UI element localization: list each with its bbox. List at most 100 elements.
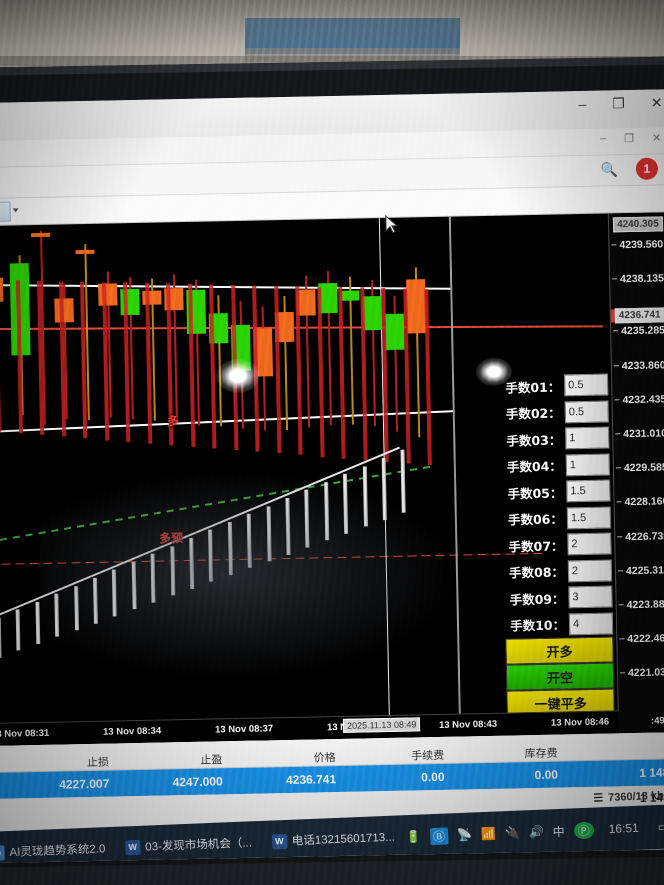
window-titlebar: – ❐ ✕ [0, 89, 664, 234]
candlestick-body [75, 249, 95, 255]
signal-icon: ☰ [593, 792, 604, 805]
lot-size-list[interactable]: 手数01： 0.5 手数02： 0.5 手数03： 1 手数04： 1 手数05： 1.5 手数06… [480, 372, 614, 640]
table-column-header[interactable]: 获利 [563, 742, 664, 761]
time-axis-label: 13 Nov 08:37 [214, 723, 274, 736]
volume-bar [73, 585, 79, 631]
table-column-header[interactable]: 止盈 [200, 753, 223, 767]
battery-icon[interactable]: 🔋 [405, 829, 422, 845]
lot-size-row[interactable]: 手数07： 2 [483, 530, 612, 559]
candlestick-body [31, 232, 51, 238]
price-axis[interactable]: 4240.305 4239.560 4238.135 4235.285 4233.860… [607, 212, 664, 734]
trade-action-button[interactable]: 开空 [505, 662, 615, 691]
lot-size-label: 手数05： [507, 485, 563, 502]
chart-area[interactable]: 多 多预 手数01： 0.5 手数02： 0.5 手数03： 1 手数04： 1 手数05： 1.… [0, 212, 664, 746]
inner-minimize-button[interactable]: – [599, 132, 607, 145]
volume-bar [0, 617, 2, 658]
bluetooth-icon[interactable]: Ⓑ [429, 826, 449, 845]
taskbar-item[interactable]: W 03-发现市场机会（... [115, 827, 263, 863]
trade-panel[interactable]: 手数01： 0.5 手数02： 0.5 手数03： 1 手数04： 1 手数05： 1.5 手数06… [480, 372, 616, 746]
indicator-bar [424, 289, 432, 466]
volume-bar [169, 545, 175, 596]
word-icon: W [124, 839, 141, 855]
maximize-button[interactable]: ❐ [612, 95, 626, 112]
price-axis-tick [613, 364, 619, 366]
show-desktop-icon[interactable]: ▭ [657, 819, 664, 835]
crosshair-time-tooltip: 2025.11.13 08:49 [342, 717, 421, 733]
volume-bar [92, 577, 98, 624]
lot-size-row[interactable]: 手数08： 2 [484, 557, 613, 586]
lot-size-input[interactable]: 3 [568, 585, 613, 609]
taskbar-clock[interactable]: 16:51 [608, 820, 639, 836]
taskbar-item[interactable]: W 电话13215601713... [261, 821, 405, 859]
power-icon[interactable]: 🔌 [504, 825, 521, 841]
lot-size-row[interactable]: 手数01： 0.5 [480, 372, 609, 401]
chart-tool-icon[interactable] [0, 201, 11, 222]
table-column-header[interactable]: 止损 [86, 755, 109, 770]
volume-icon[interactable]: 🔊 [528, 824, 545, 840]
volume-bar [227, 521, 233, 576]
app-icon[interactable]: Ⓟ [573, 821, 595, 839]
volume-bar [285, 497, 291, 555]
lot-size-label: 手数06： [507, 511, 564, 528]
minimize-button[interactable]: – [578, 95, 587, 113]
trade-action-button[interactable]: 开多 [505, 636, 614, 665]
table-column-header[interactable]: 价格 [313, 751, 336, 765]
stop-level-line [0, 552, 548, 566]
lot-size-input[interactable]: 1 [565, 453, 611, 477]
word-icon: W [271, 833, 288, 850]
volume-bar [208, 529, 214, 583]
current-price-label[interactable]: 4236.741 [614, 307, 664, 324]
table-column-header[interactable]: 手续费 [411, 748, 445, 763]
table-total-cell [0, 808, 116, 810]
lot-size-row[interactable]: 手数03： 1 [481, 425, 610, 454]
lot-size-input[interactable]: 2 [567, 532, 612, 556]
ime-chinese-icon[interactable]: 中 [552, 824, 566, 839]
lot-size-row[interactable]: 手数02： 0.5 [481, 398, 610, 427]
inner-close-button[interactable]: ✕ [651, 132, 662, 145]
search-icon[interactable]: 🔍 [600, 161, 619, 178]
lot-size-input[interactable]: 4 [568, 612, 614, 636]
table-total-cell [343, 802, 452, 804]
lot-size-row[interactable]: 手数06： 1.5 [483, 504, 612, 533]
price-axis-tick [617, 535, 623, 537]
candlestick-body [0, 277, 4, 303]
lot-size-input[interactable]: 0.5 [564, 400, 609, 424]
lot-size-input[interactable]: 0.5 [564, 373, 609, 397]
lot-size-input[interactable]: 1.5 [566, 506, 612, 530]
indicator-bar [338, 287, 346, 459]
wifi-icon[interactable]: 📶 [480, 826, 497, 842]
table-cell: 1 148.05 [639, 765, 664, 780]
price-axis-tick [611, 244, 617, 246]
table-cell: 4247.000 [172, 774, 223, 790]
close-button[interactable]: ✕ [650, 94, 663, 111]
lot-size-row[interactable]: 手数09： 3 [484, 583, 613, 612]
lot-size-label: 手数01： [505, 379, 561, 396]
volume-bar [266, 505, 272, 562]
system-tray[interactable]: 🔋 Ⓑ 📡 📶 🔌 🔊 中 Ⓟ 16:51 ▭ [406, 818, 664, 846]
table-column-header[interactable]: 库存费 [524, 746, 558, 761]
lot-size-input[interactable]: 1 [565, 426, 610, 450]
taskbar-item[interactable]: ◉AI灵珑趋势系统2.0 [0, 832, 116, 863]
window-controls[interactable]: – ❐ ✕ [578, 94, 663, 113]
satellite-icon[interactable]: 📡 [456, 827, 473, 843]
volume-bar [362, 465, 368, 527]
time-axis-label: 13 Nov 08:31 [0, 727, 50, 740]
volume-bar [189, 537, 195, 589]
indicator-bar [209, 284, 217, 449]
price-axis-label: 4228.160 [624, 495, 664, 509]
price-axis-tick [613, 330, 619, 332]
lot-size-row[interactable]: 手数05： 1.5 [482, 477, 611, 506]
lot-size-row[interactable]: 手数10： 4 [485, 610, 614, 639]
table-cell: 0.00 [421, 769, 445, 785]
inner-window-controls[interactable]: – ❐ ✕ [600, 131, 661, 145]
price-axis-label: 4225.310 [625, 564, 664, 577]
price-axis-label: 4233.860 [621, 358, 664, 372]
chevron-down-icon[interactable] [12, 208, 19, 213]
lot-size-input[interactable]: 2 [567, 559, 613, 583]
candlestick-body [362, 296, 383, 331]
notification-badge[interactable]: 1 [635, 157, 659, 180]
lot-size-input[interactable]: 1.5 [566, 479, 611, 503]
inner-restore-button[interactable]: ❐ [624, 132, 635, 146]
lot-size-row[interactable]: 手数04： 1 [482, 451, 611, 480]
time-axis-label: :49 [650, 715, 664, 727]
